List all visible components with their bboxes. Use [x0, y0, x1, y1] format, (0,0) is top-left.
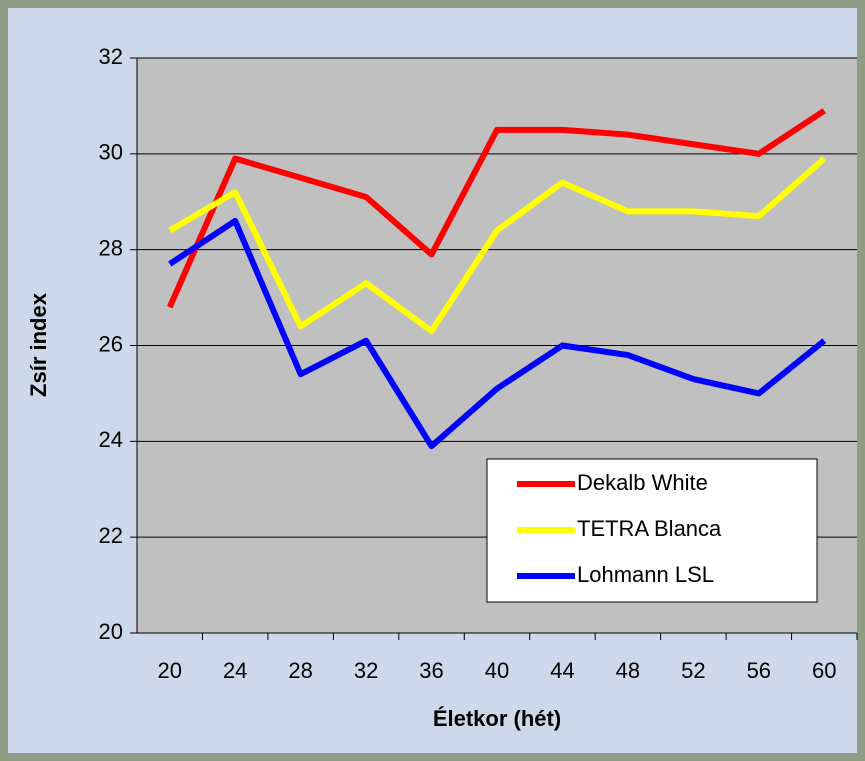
x-tick-label: 60	[812, 658, 836, 683]
x-axis-title: Életkor (hét)	[433, 706, 561, 731]
y-tick-label: 30	[99, 140, 123, 165]
x-tick-label: 28	[288, 658, 312, 683]
x-tick-label: 44	[550, 658, 574, 683]
y-axis-title: Zsír index	[26, 292, 51, 397]
y-tick-label: 32	[99, 44, 123, 69]
y-tick-label: 20	[99, 619, 123, 644]
x-tick-label: 52	[681, 658, 705, 683]
x-tick-label: 20	[157, 658, 181, 683]
x-tick-label: 40	[485, 658, 509, 683]
legend-label: Dekalb White	[577, 470, 708, 495]
x-tick-label: 56	[747, 658, 771, 683]
x-tick-label: 24	[223, 658, 247, 683]
y-tick-label: 28	[99, 235, 123, 260]
y-tick-label: 24	[99, 427, 123, 452]
y-tick-label: 22	[99, 523, 123, 548]
x-tick-label: 32	[354, 658, 378, 683]
data-line	[166, 108, 826, 309]
data-line	[168, 156, 827, 335]
legend-label: TETRA Blanca	[577, 516, 722, 541]
data-line	[168, 217, 827, 450]
legend-label: Lohmann LSL	[577, 562, 714, 587]
x-tick-label: 36	[419, 658, 443, 683]
x-tick-label: 48	[616, 658, 640, 683]
y-tick-label: 26	[99, 331, 123, 356]
